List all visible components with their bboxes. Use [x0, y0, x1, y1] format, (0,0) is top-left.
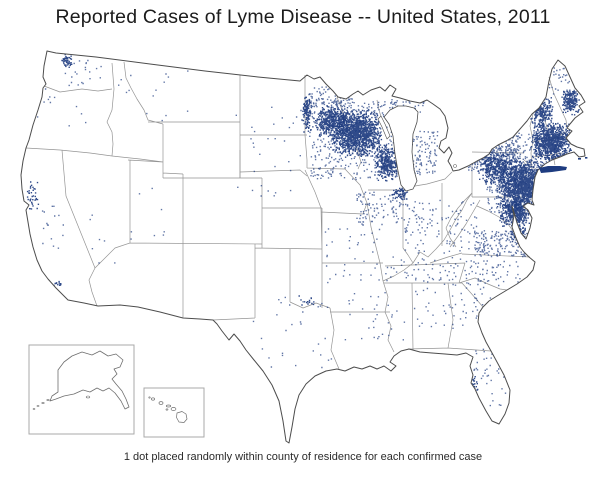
aleutian-islands	[32, 395, 91, 410]
alaska-outline	[49, 350, 130, 410]
dot-cluster-missouri-arkansas	[324, 228, 381, 284]
hawaii-inset-box	[143, 387, 205, 438]
us-coastline	[20, 50, 586, 444]
dot-cluster-iowa-illinois	[356, 191, 406, 226]
dot-cluster-texas-dallas	[298, 295, 315, 306]
dot-cluster-carolinas	[464, 260, 521, 287]
dot-cluster-maine-north	[548, 64, 575, 96]
dot-cluster-ne-core-southern-new-england	[530, 122, 573, 162]
map-caption: 1 dot placed randomly within county of r…	[124, 451, 482, 463]
dot-cluster-michigan-lower	[411, 130, 439, 176]
dot-cluster-virginia	[474, 230, 528, 258]
dot-cluster-maine-south	[561, 90, 580, 116]
dot-cluster-ne-halo	[485, 132, 571, 214]
dot-cluster-southeast-ga-al	[415, 272, 492, 330]
dot-cluster-wisconsin-se-shore	[373, 144, 400, 182]
dot-cluster-plains	[235, 105, 307, 197]
hawaii-inset	[143, 387, 205, 438]
long-island-shape	[539, 166, 567, 173]
dot-cluster-minnesota-north	[308, 86, 354, 108]
green-bay	[377, 115, 391, 140]
dot-cluster-texas	[251, 296, 333, 369]
dot-cluster-southwest	[89, 187, 165, 264]
dot-cluster-ne-upstate-ny	[472, 134, 521, 164]
dot-cluster-north-california-coast	[26, 181, 40, 210]
dot-cluster-virginia-north-dense	[510, 223, 528, 244]
dot-cluster-los-angeles	[53, 280, 62, 287]
dot-cluster-midwest-halo	[309, 99, 399, 181]
dot-cluster-minnesota-east	[313, 105, 349, 139]
page-title: Reported Cases of Lyme Disease -- United…	[55, 6, 550, 28]
dot-cluster-montana-idaho	[118, 70, 189, 122]
ne-islands	[539, 157, 588, 173]
dot-cluster-louisiana-mississippi	[344, 292, 416, 341]
alaska-inset	[28, 344, 135, 435]
state-borders-west	[25, 61, 263, 318]
lake-st-clair	[452, 164, 458, 168]
lake-michigan	[383, 105, 419, 192]
dot-cluster-oregon	[36, 88, 87, 127]
dot-cluster-chicago	[391, 186, 409, 201]
great-lakes	[377, 105, 458, 192]
dot-cluster-california-scatter	[41, 205, 64, 249]
dot-cluster-red-river-valley	[301, 93, 312, 133]
dot-cluster-ohio-valley	[404, 199, 478, 254]
state-borders-south	[384, 252, 531, 352]
hawaii-islands	[148, 396, 188, 423]
state-borders	[25, 61, 569, 370]
dot-cluster-florida-tampa	[471, 376, 479, 392]
dot-cluster-seattle	[61, 53, 73, 68]
